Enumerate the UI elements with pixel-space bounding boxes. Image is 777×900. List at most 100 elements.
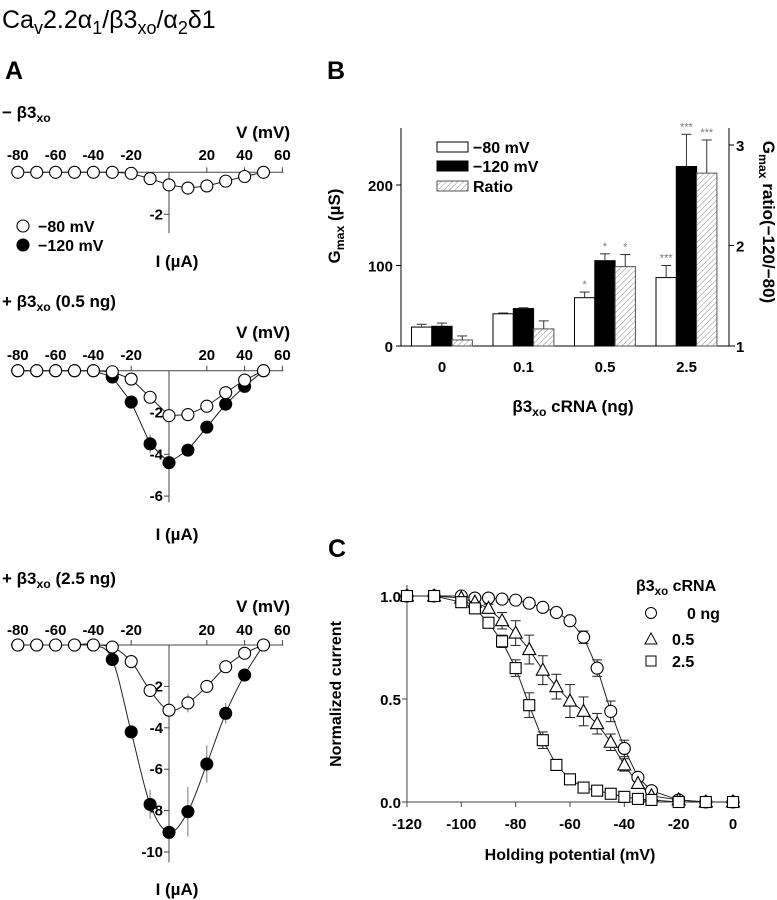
data-point [124,725,138,739]
data-point [162,825,176,839]
legend-label: −120 mV [473,159,539,176]
y-tick-label: -6 [150,761,163,778]
y-tick-label: 0.0 [380,795,401,812]
axis-label-part: cRNA (ng) [546,397,633,416]
title-subscript: xo [137,18,156,38]
y-axis-label: I (µA) [156,525,199,544]
x-tick-label: 2.5 [676,359,697,376]
x-tick-label: 0 [438,359,446,376]
x-tick-label: 40 [236,622,253,639]
axis-label-subscript: max [756,154,770,179]
data-point [630,775,646,790]
data-point [86,364,100,378]
bar [614,266,636,347]
data-point [30,638,44,652]
title-subscript: 1 [92,18,102,38]
x-tick-label: 40 [236,347,253,364]
bar [675,165,698,347]
axis-label-part: (µS) [325,189,344,226]
inactivation-plot: -120 -100 -80 -60 -40 -20 0 0.0 0.5 1.0 [380,585,741,833]
data-point [49,165,63,179]
iv-plot-title-0-5ng: + β3xo (0.5 ng) [2,292,116,314]
subtitle-part: + β3 [2,292,36,311]
significance-marker: *** [680,121,694,133]
data-point [181,696,195,710]
y-axis-label: I (µA) [156,880,199,899]
title-part: 2.2α [43,6,92,34]
y-tick-label: 100 [368,259,393,276]
data-point [591,784,604,797]
data-point [86,638,100,652]
data-point [200,679,214,693]
data-point [162,409,176,423]
data-point [11,364,25,378]
x-tick-label: -40 [613,816,635,833]
y-tick-label: -4 [150,446,164,463]
iv-plot-A-beta-0.5ng: -80 -60 -40 -20 20 40 60 -2 -4 -6 V (mV) I (µA) [7,323,291,544]
bar [533,328,555,347]
data-point [124,166,138,180]
legend-label: 0 ng [687,606,720,623]
data-point [162,456,176,470]
open-triangle-legend-icon [644,631,658,645]
y2-tick-label: 2 [736,239,744,256]
bar-x-axis-label: β3xo cRNA (ng) [512,397,633,419]
axis-label-subscript: max [333,226,347,251]
x-tick-label: -60 [45,347,67,364]
y-tick-label: -6 [150,488,163,505]
x-tick-label: 0.1 [513,359,534,376]
data-point [577,630,591,644]
y2-tick-label: 3 [736,138,744,155]
data-point [238,668,252,682]
y-tick-label: -2 [150,206,163,223]
series-line [17,370,264,464]
x-tick-label: -60 [45,622,67,639]
bar-legend: −80 mV −120 mV Ratio [436,140,539,196]
open-circle-legend-icon [16,219,30,233]
data-point [124,395,138,409]
data-point [577,781,590,794]
data-point [143,797,157,811]
data-point [481,600,496,614]
significance-marker: * [623,242,628,254]
data-point [563,614,577,628]
legend-title-part: cRNA [668,578,716,595]
x-axis-label: V (mV) [236,123,290,142]
data-point [105,365,119,379]
data-point [590,661,604,675]
data-point [522,596,536,610]
y-axis-label: I (µA) [156,252,199,271]
inactivation-legend: β3xo cRNA 0 ng 0.5 2.5 [636,578,720,671]
data-point [200,179,214,193]
x-axis-label: V (mV) [236,323,290,342]
significance-marker: * [603,241,608,253]
data-point [428,589,441,603]
x-tick-label: -60 [559,816,581,833]
axis-label-subscript: xo [532,405,546,419]
data-point [238,169,252,184]
data-point [256,364,271,378]
y2-tick-label: 1 [736,339,744,356]
axis-label-part: β3 [512,397,532,416]
bar [512,308,535,347]
data-point [563,773,577,786]
y-tick-label: -4 [150,720,164,737]
data-point [11,165,25,179]
title-part: δ1 [188,6,216,34]
data-point [548,678,564,693]
data-point [509,662,522,675]
data-point [256,638,271,652]
iv-legend: −80 mV −120 mV [16,219,104,255]
subtitle-part: (2.5 ng) [51,569,116,588]
data-point [238,646,252,660]
data-point [219,397,233,411]
legend-swatch-white [436,141,469,153]
y-tick-label: 0.5 [380,692,401,709]
data-point [181,408,195,422]
axis-label-part: G [325,250,344,263]
data-point [181,805,195,819]
bar [451,339,473,347]
x-tick-label: -20 [120,147,142,164]
data-point [482,616,495,629]
